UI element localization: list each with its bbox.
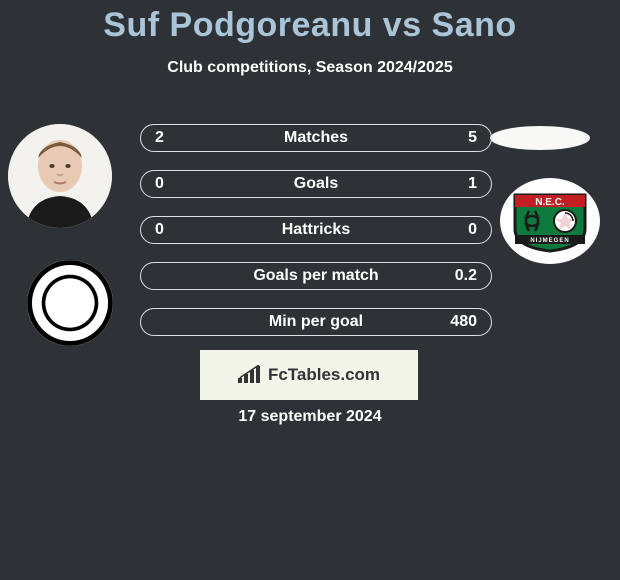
page-title: Suf Podgoreanu vs Sano [0,0,620,45]
stat-row: 0 Hattricks 0 [140,216,492,244]
stat-left-value: 2 [155,129,203,147]
stat-right-value: 0 [429,221,477,239]
stat-right-value: 0.2 [429,267,477,285]
player-left-avatar [8,124,112,228]
stat-row: 0 Goals 1 [140,170,492,198]
stat-left-value: 0 [155,175,203,193]
comparison-card: Suf Podgoreanu vs Sano Club competitions… [0,0,620,580]
club-right-badge: N.E.C. NIJMEGEN [500,178,600,264]
stat-row: Goals per match 0.2 [140,262,492,290]
date-text: 17 september 2024 [0,408,620,426]
stat-label: Min per goal [203,313,429,331]
stat-label: Hattricks [203,221,429,239]
stat-left-value: 0 [155,221,203,239]
svg-text:N.E.C.: N.E.C. [535,197,565,208]
stat-right-value: 480 [429,313,477,331]
stat-label: Matches [203,129,429,147]
club-left-badge [27,260,113,346]
stats-table: 2 Matches 5 0 Goals 1 0 Hattricks 0 Goal… [140,124,492,354]
stat-label: Goals per match [203,267,429,285]
svg-text:NIJMEGEN: NIJMEGEN [530,238,569,244]
player-right-avatar [490,126,590,150]
stat-right-value: 5 [429,129,477,147]
stat-row: 2 Matches 5 [140,124,492,152]
brand-badge: FcTables.com [200,350,418,400]
stat-label: Goals [203,175,429,193]
brand-text: FcTables.com [268,365,380,385]
chart-bars-icon [238,365,264,385]
stat-right-value: 1 [429,175,477,193]
page-subtitle: Club competitions, Season 2024/2025 [0,59,620,77]
stat-row: Min per goal 480 [140,308,492,336]
